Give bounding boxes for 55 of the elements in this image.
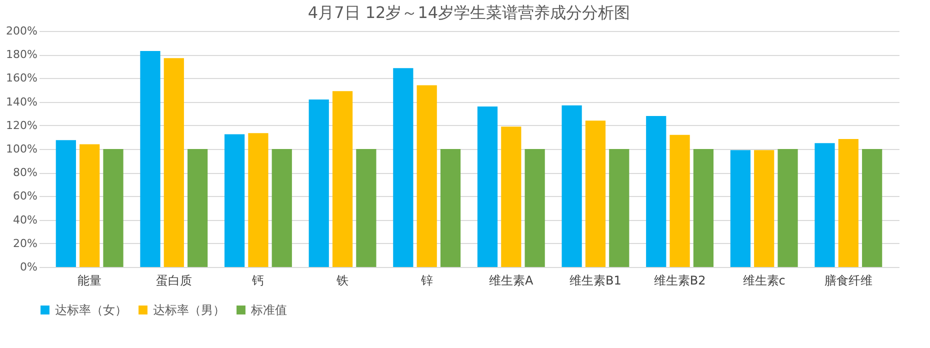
x-tick-label: 维生素c	[742, 274, 786, 288]
bar	[609, 149, 630, 267]
x-tick-label: 膳食纤维	[824, 274, 872, 288]
bar	[693, 149, 714, 267]
bar	[356, 149, 376, 267]
x-tick-label: 锌	[420, 274, 433, 288]
legend-label: 达标率（女）	[55, 303, 127, 317]
bar	[440, 149, 461, 267]
bar	[562, 105, 582, 267]
bar	[103, 149, 124, 267]
y-tick-label: 180%	[6, 48, 38, 62]
y-tick-label: 0%	[20, 260, 38, 274]
bar	[838, 138, 858, 267]
bar	[224, 134, 245, 267]
bar	[80, 144, 100, 267]
y-tick-label: 40%	[13, 213, 38, 226]
bar	[332, 91, 353, 267]
x-tick-label: 维生素B2	[654, 274, 706, 288]
bar	[670, 134, 690, 267]
bar	[164, 58, 184, 267]
x-tick-label: 钙	[251, 274, 264, 288]
y-tick-label: 200%	[6, 24, 38, 38]
x-tick-label: 维生素B1	[570, 274, 622, 288]
bar	[524, 149, 545, 267]
chart-title: 4月7日 12岁～14岁学生菜谱营养成分分析图	[308, 3, 630, 22]
bar	[477, 106, 498, 267]
bar	[56, 140, 76, 267]
bar	[862, 149, 882, 267]
y-tick-label: 140%	[6, 95, 38, 108]
bar	[188, 149, 208, 267]
bar	[778, 149, 798, 267]
legend-label: 标准值	[250, 303, 287, 317]
x-tick-label: 蛋白质	[156, 274, 192, 288]
bar	[754, 150, 774, 267]
x-tick-label: 维生素A	[489, 274, 534, 288]
bar	[501, 126, 522, 267]
bar	[730, 150, 750, 267]
x-tick-label: 铁	[336, 274, 349, 288]
bar	[393, 68, 414, 267]
bar	[248, 133, 268, 267]
bar	[646, 116, 666, 267]
bar	[585, 120, 606, 267]
y-tick-label: 160%	[6, 72, 38, 85]
y-tick-label: 120%	[6, 118, 38, 132]
bar	[416, 85, 437, 267]
y-tick-label: 80%	[13, 166, 38, 180]
y-tick-label: 100%	[6, 142, 38, 156]
bar	[140, 51, 160, 267]
bar	[814, 143, 835, 267]
y-tick-label: 20%	[13, 236, 38, 250]
bar	[272, 149, 292, 267]
legend-label: 达标率（男）	[153, 303, 225, 317]
bar	[308, 99, 329, 267]
y-tick-label: 60%	[13, 190, 38, 203]
x-tick-label: 能量	[78, 274, 102, 288]
